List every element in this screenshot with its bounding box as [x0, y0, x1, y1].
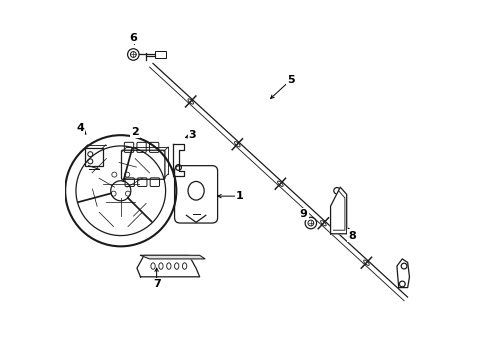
Text: 8: 8	[347, 231, 355, 240]
Text: 6: 6	[129, 33, 137, 43]
Polygon shape	[137, 255, 199, 277]
Bar	[155, 51, 165, 58]
Text: 3: 3	[188, 130, 196, 140]
Polygon shape	[140, 255, 204, 259]
Polygon shape	[330, 187, 346, 234]
Text: 7: 7	[152, 279, 160, 289]
Text: 2: 2	[131, 127, 139, 136]
Text: 5: 5	[287, 75, 294, 85]
Text: 4: 4	[76, 123, 84, 133]
Text: 1: 1	[236, 191, 243, 201]
Text: 9: 9	[299, 209, 307, 219]
Bar	[85, 148, 102, 166]
